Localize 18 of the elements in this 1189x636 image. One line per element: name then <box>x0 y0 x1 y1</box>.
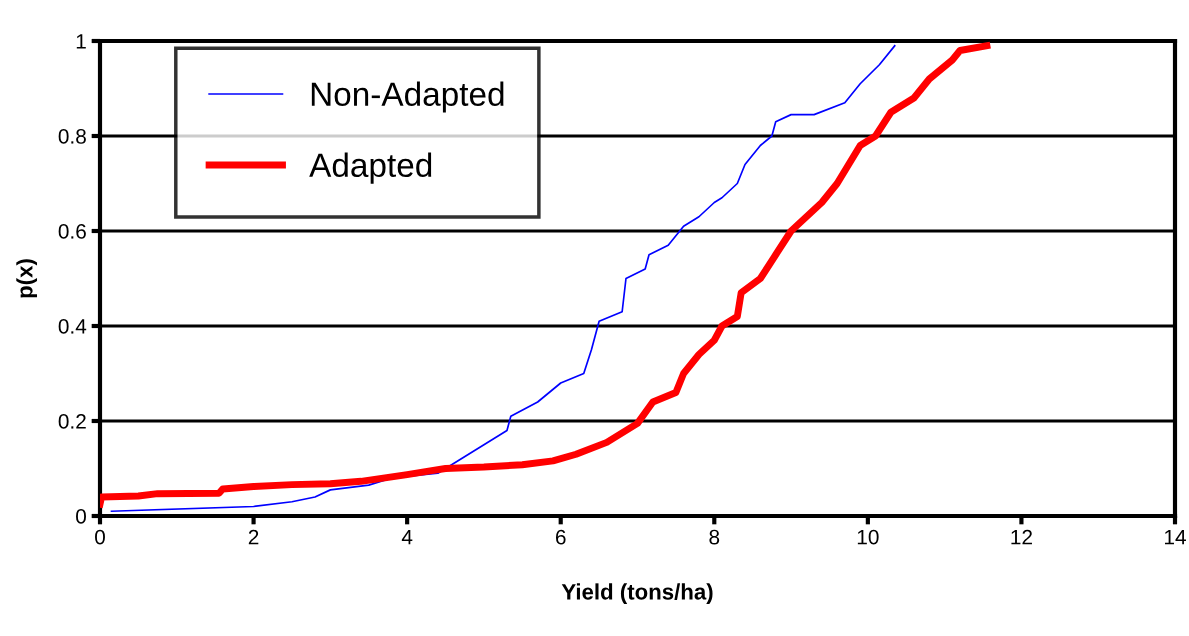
y-axis-title: p(x) <box>16 259 38 298</box>
x-tick-label: 4 <box>401 529 413 545</box>
y-tick-label: 1 <box>76 34 86 49</box>
legend-label: Adapted <box>309 152 432 184</box>
x-tick-label: 14 <box>1165 529 1186 545</box>
y-tick-label: 0.2 <box>58 414 86 429</box>
x-tick-label: 6 <box>555 529 566 545</box>
x-tick-label: 2 <box>248 529 259 545</box>
x-tick-label: 12 <box>1011 529 1032 545</box>
x-tick-label: 10 <box>857 529 879 545</box>
y-tick-label: 0.4 <box>58 319 87 334</box>
x-axis-title: Yield (tons/ha) <box>561 583 713 605</box>
y-tick-label: 0 <box>76 509 86 524</box>
x-tick-label: 8 <box>709 529 720 545</box>
legend-label: Non-Adapted <box>311 81 504 113</box>
y-tick-label: 0.6 <box>58 224 86 239</box>
y-tick-label: 0.8 <box>58 129 86 144</box>
x-tick-label: 0 <box>95 529 105 545</box>
